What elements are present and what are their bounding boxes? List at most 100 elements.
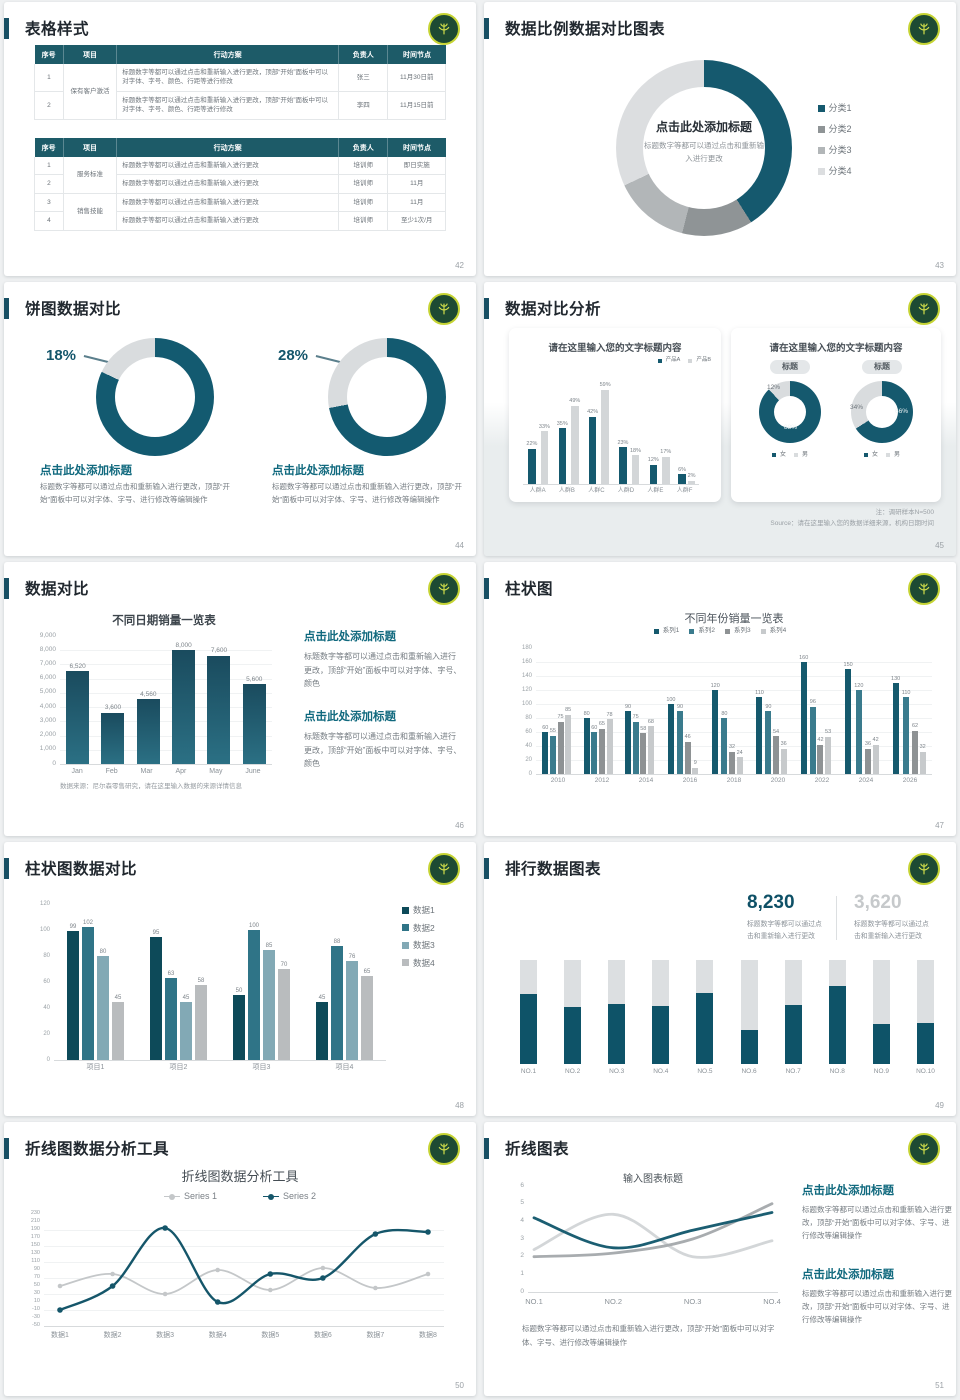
y-tick-label: 5 bbox=[520, 1199, 524, 1207]
slide-title: 柱状图 bbox=[505, 581, 554, 598]
bar bbox=[736, 757, 743, 774]
rank-bar-fill bbox=[740, 1029, 758, 1064]
legend-item: 数据1 bbox=[402, 906, 435, 915]
y-tick-label: 3,000 bbox=[39, 716, 56, 724]
bar-value-label: 35% bbox=[556, 420, 568, 427]
bar bbox=[588, 416, 597, 484]
slide-title: 折线图数据分析工具 bbox=[25, 1141, 170, 1158]
slide-51[interactable]: 折线图表 输入图表标题 0 1 2 3 4 5 6 NO.1 NO.2 NO.3 NO.4 标题数字… bbox=[484, 1122, 956, 1396]
bar bbox=[625, 711, 631, 774]
bar bbox=[903, 697, 910, 774]
y-tick-label: 160 bbox=[521, 658, 532, 665]
table-cell-index: 1 bbox=[34, 157, 64, 176]
bar-value-label: 60 bbox=[542, 724, 549, 731]
donut-center-text: 点击此处添加标题 标题数字等都可以通过点击和重新输入进行更改 bbox=[634, 118, 774, 166]
bar-value-label: 46 bbox=[684, 734, 691, 741]
y-tick-label: 9,000 bbox=[39, 631, 56, 639]
line-series bbox=[532, 1212, 774, 1259]
bar bbox=[667, 704, 674, 774]
slide-50[interactable]: 折线图数据分析工具 折线图数据分析工具 Series 1 Series 2 -50… bbox=[4, 1122, 476, 1396]
bar-column: 36 bbox=[781, 742, 787, 774]
bar-value-label: 65 bbox=[363, 968, 371, 975]
gridline bbox=[44, 1262, 444, 1263]
logo-icon bbox=[428, 573, 460, 605]
bar-chart: 22% 33% 35% 49% 42% 59% 23% 18% 12% 17% 6% 2% 人群A 人群B… bbox=[523, 372, 699, 494]
bar bbox=[136, 699, 160, 764]
bar-column: 54 bbox=[773, 729, 779, 774]
percent-label: 18% bbox=[46, 347, 77, 364]
bar bbox=[872, 744, 879, 774]
slide-46[interactable]: 数据对比 不同日期销量一览表 0 1,000 2,000 3,000 4,000 5,00… bbox=[4, 562, 476, 836]
bar-column: 8,000 bbox=[172, 642, 196, 764]
page-number: 45 bbox=[935, 541, 944, 550]
bar-value-label: 58 bbox=[640, 725, 647, 732]
tree-glyph bbox=[438, 1143, 450, 1155]
bar-group: 99 102 80 45 bbox=[67, 904, 124, 1060]
bar-column: 18% bbox=[630, 448, 641, 484]
legend-label: 产品A bbox=[665, 357, 681, 363]
rank-bar-track bbox=[564, 960, 582, 1064]
badge: 标题 bbox=[862, 360, 902, 374]
bar bbox=[692, 767, 699, 774]
slide-title: 表格样式 bbox=[25, 21, 90, 38]
table-header-cell: 项目 bbox=[62, 138, 117, 157]
logo-icon bbox=[428, 1133, 460, 1165]
slide-header: 柱状图 bbox=[484, 573, 956, 605]
bar-column: 75 bbox=[633, 714, 639, 774]
legend-label: 分类4 bbox=[828, 166, 852, 176]
legend-item: 系列4 bbox=[760, 627, 786, 635]
slide-45[interactable]: 数据对比分析 请在这里输入您的文字标题内容 产品A 产品B 22% 33% 35% 49… bbox=[484, 282, 956, 556]
logo-icon bbox=[428, 293, 460, 325]
data-point bbox=[109, 1283, 116, 1289]
logo-icon bbox=[908, 1133, 940, 1165]
line-series bbox=[59, 1267, 429, 1295]
bar-value-label: 68 bbox=[647, 718, 654, 725]
donut-chart: 12% 88% bbox=[759, 381, 821, 443]
slide-48[interactable]: 柱状图数据对比 0 20 40 60 80 100 120 99 102 80 45 95 63 45 58… bbox=[4, 842, 476, 1116]
table-header-cell: 行动方案 bbox=[116, 138, 339, 157]
slide-header: 排行数据图表 bbox=[484, 853, 956, 885]
slide-header: 数据对比 bbox=[4, 573, 476, 605]
bar bbox=[571, 405, 579, 484]
slide-44[interactable]: 饼图数据对比 18% 点击此处添加标题 标题数字等都可以通过点击和重新输入进行更… bbox=[4, 282, 476, 556]
legend-swatch bbox=[760, 628, 766, 634]
x-category-label: June bbox=[245, 768, 261, 775]
y-tick-label: 40 bbox=[43, 1004, 50, 1011]
x-axis-labels: Jan Feb Mar Apr May June bbox=[60, 768, 272, 775]
slide-47[interactable]: 柱状图 不同年份销量一览表 系列1 系列2 系列3 系列4 0 20 40 60 80 100 1… bbox=[484, 562, 956, 836]
slide-43[interactable]: 数据比例数据对比图表 点击此处添加标题 标题数字等都可以通过点击和重新输入进行更… bbox=[484, 2, 956, 276]
bar bbox=[346, 961, 358, 1060]
bar-value-label: 36 bbox=[780, 741, 787, 748]
bar-group: 60 55 75 85 bbox=[542, 648, 571, 774]
tree-glyph bbox=[918, 583, 930, 595]
bar bbox=[809, 706, 816, 774]
slide-49[interactable]: 排行数据图表 8,230 标题数字等都可以通过点击和重新输入进行更改 3,620… bbox=[484, 842, 956, 1116]
stat-divider bbox=[836, 896, 837, 940]
bar-value-label: 120 bbox=[710, 682, 720, 689]
bar-group: 6% 2% bbox=[678, 372, 696, 484]
bar-value-label: 36 bbox=[864, 741, 872, 748]
bar-value-label: 60 bbox=[591, 724, 598, 731]
legend-swatch bbox=[818, 168, 825, 175]
bar-column: 95 bbox=[150, 930, 162, 1060]
item-heading: 点击此处添加标题 bbox=[40, 465, 132, 477]
bar-column: 42 bbox=[873, 738, 879, 774]
tree-glyph bbox=[918, 863, 930, 875]
badge: 标题 bbox=[770, 360, 810, 374]
bar-column: 120 bbox=[854, 683, 863, 774]
bar-column: 35% bbox=[556, 420, 568, 484]
y-tick-label: 140 bbox=[521, 672, 532, 679]
bar-column: 130 bbox=[891, 676, 900, 774]
bar-value-label: 6,520 bbox=[69, 662, 86, 670]
bar-value-label: 4,560 bbox=[140, 690, 157, 698]
bar-column: 42 bbox=[817, 738, 824, 774]
bar-column: 36 bbox=[865, 742, 871, 774]
slide-42[interactable]: 表格样式 序号 项目 行动方案 负责人 时间节点 1 保有客户激活 标题数字等都可以通过点击和… bbox=[4, 2, 476, 276]
title-accent-bar bbox=[484, 578, 489, 599]
y-tick-label: 4 bbox=[520, 1216, 524, 1224]
x-category-label: 人群D bbox=[617, 488, 635, 494]
table-header-cell: 序号 bbox=[34, 138, 64, 157]
block-body: 标题数字等都可以通过点击和重新输入进行更改，顶部“开始”面板中可以对字体、字号、… bbox=[304, 732, 462, 769]
legend-swatch bbox=[725, 628, 730, 634]
legend-label: 数据4 bbox=[413, 957, 435, 968]
